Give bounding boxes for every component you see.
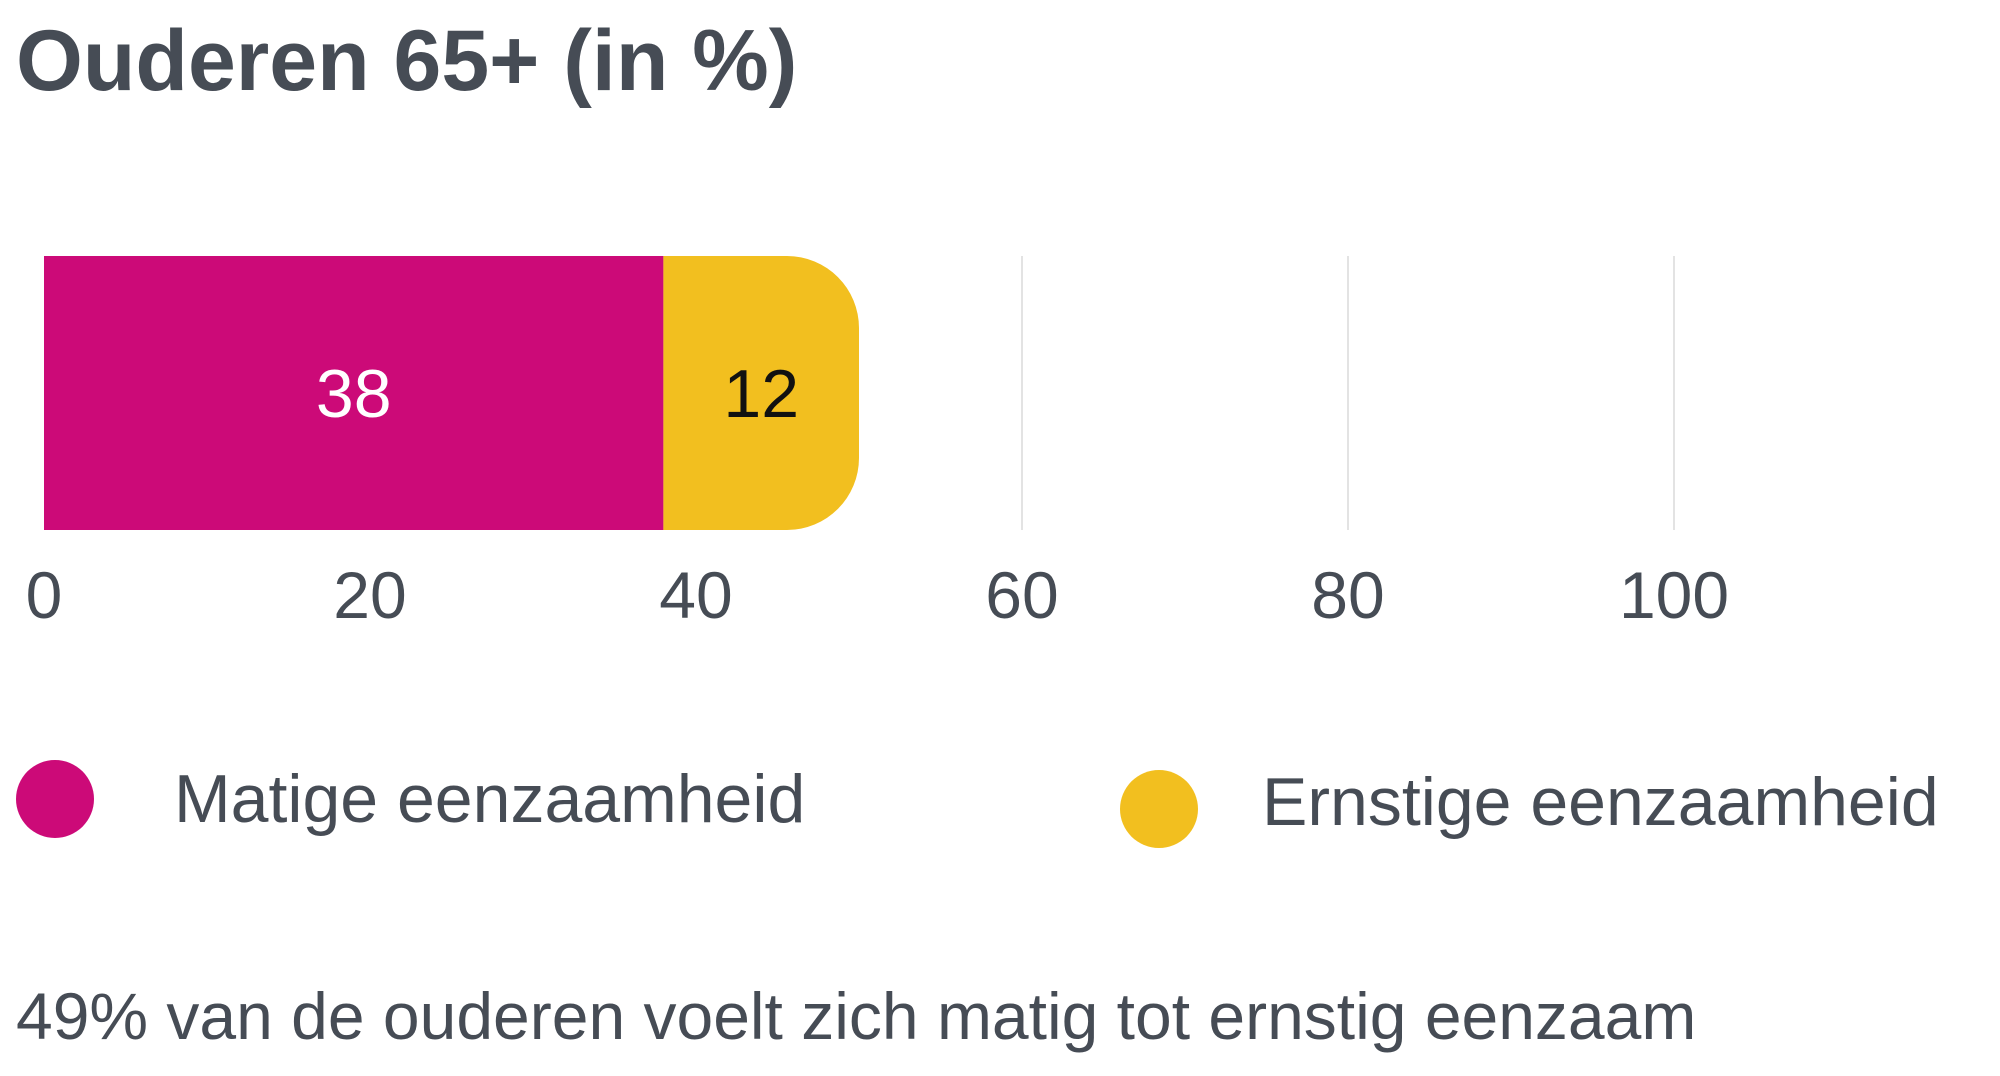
x-tick-label-80: 80: [1311, 558, 1384, 632]
legend-item-matig: Matige eenzaamheid: [16, 760, 805, 838]
legend-swatch-ernstig: [1120, 770, 1198, 848]
stacked-bar-chart: 38 12 0 20 40 60 80 100: [26, 256, 1729, 632]
legend-label-ernstig: Ernstige eenzaamheid: [1262, 764, 1939, 840]
x-tick-label-100: 100: [1619, 558, 1729, 632]
bar-segment-ernstig: [663, 256, 859, 530]
data-labels: 38 12: [316, 356, 799, 432]
footnote-text: 49% van de ouderen voelt zich matig tot …: [16, 979, 1697, 1053]
bar-segment-matig: [44, 256, 664, 530]
legend-swatch-matig: [16, 760, 94, 838]
bar-series: [44, 256, 859, 530]
x-tick-label-40: 40: [659, 558, 732, 632]
x-tick-label-60: 60: [985, 558, 1058, 632]
x-tick-label-20: 20: [333, 558, 406, 632]
legend-label-matig: Matige eenzaamheid: [174, 761, 806, 837]
data-label-ernstig: 12: [723, 356, 799, 432]
x-tick-label-0: 0: [26, 558, 63, 632]
x-axis-ticks: 0 20 40 60 80 100: [26, 558, 1729, 632]
data-label-matig: 38: [316, 356, 392, 432]
chart-title: Ouderen 65+ (in %): [16, 13, 798, 109]
legend-item-ernstig: Ernstige eenzaamheid: [1120, 756, 1939, 848]
